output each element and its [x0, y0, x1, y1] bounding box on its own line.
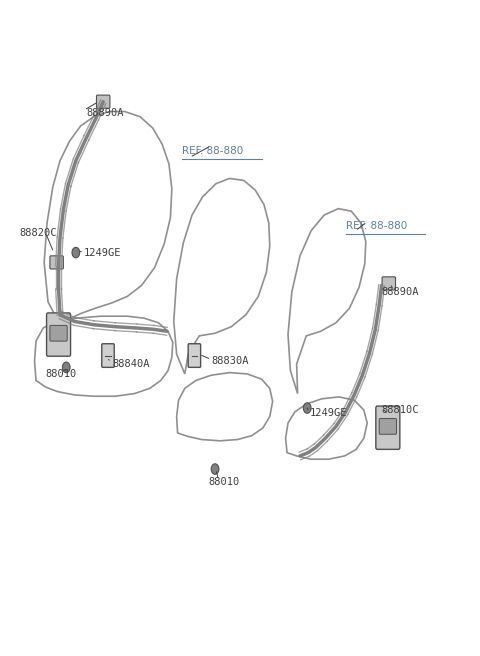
- Text: 88010: 88010: [46, 369, 77, 379]
- FancyBboxPatch shape: [50, 325, 67, 341]
- Text: 88010: 88010: [209, 477, 240, 487]
- FancyBboxPatch shape: [379, 419, 396, 434]
- Text: 88890A: 88890A: [382, 287, 419, 297]
- Text: 1249GE: 1249GE: [84, 247, 121, 258]
- Text: REF. 88-880: REF. 88-880: [182, 146, 244, 156]
- Text: 1249GE: 1249GE: [310, 408, 347, 419]
- FancyBboxPatch shape: [188, 344, 201, 367]
- Text: REF. 88-880: REF. 88-880: [346, 221, 407, 232]
- FancyBboxPatch shape: [382, 277, 396, 290]
- Text: 88820C: 88820C: [19, 228, 57, 238]
- Circle shape: [211, 464, 219, 474]
- FancyBboxPatch shape: [47, 313, 71, 356]
- Text: 88830A: 88830A: [211, 356, 249, 366]
- Circle shape: [72, 247, 80, 258]
- FancyBboxPatch shape: [102, 344, 114, 367]
- FancyBboxPatch shape: [376, 406, 400, 449]
- Text: 88840A: 88840A: [113, 359, 150, 369]
- FancyBboxPatch shape: [96, 95, 110, 108]
- Circle shape: [62, 362, 70, 373]
- FancyBboxPatch shape: [50, 256, 63, 269]
- Text: 88810C: 88810C: [382, 405, 419, 415]
- Circle shape: [303, 403, 311, 413]
- Text: 88890A: 88890A: [86, 108, 124, 118]
